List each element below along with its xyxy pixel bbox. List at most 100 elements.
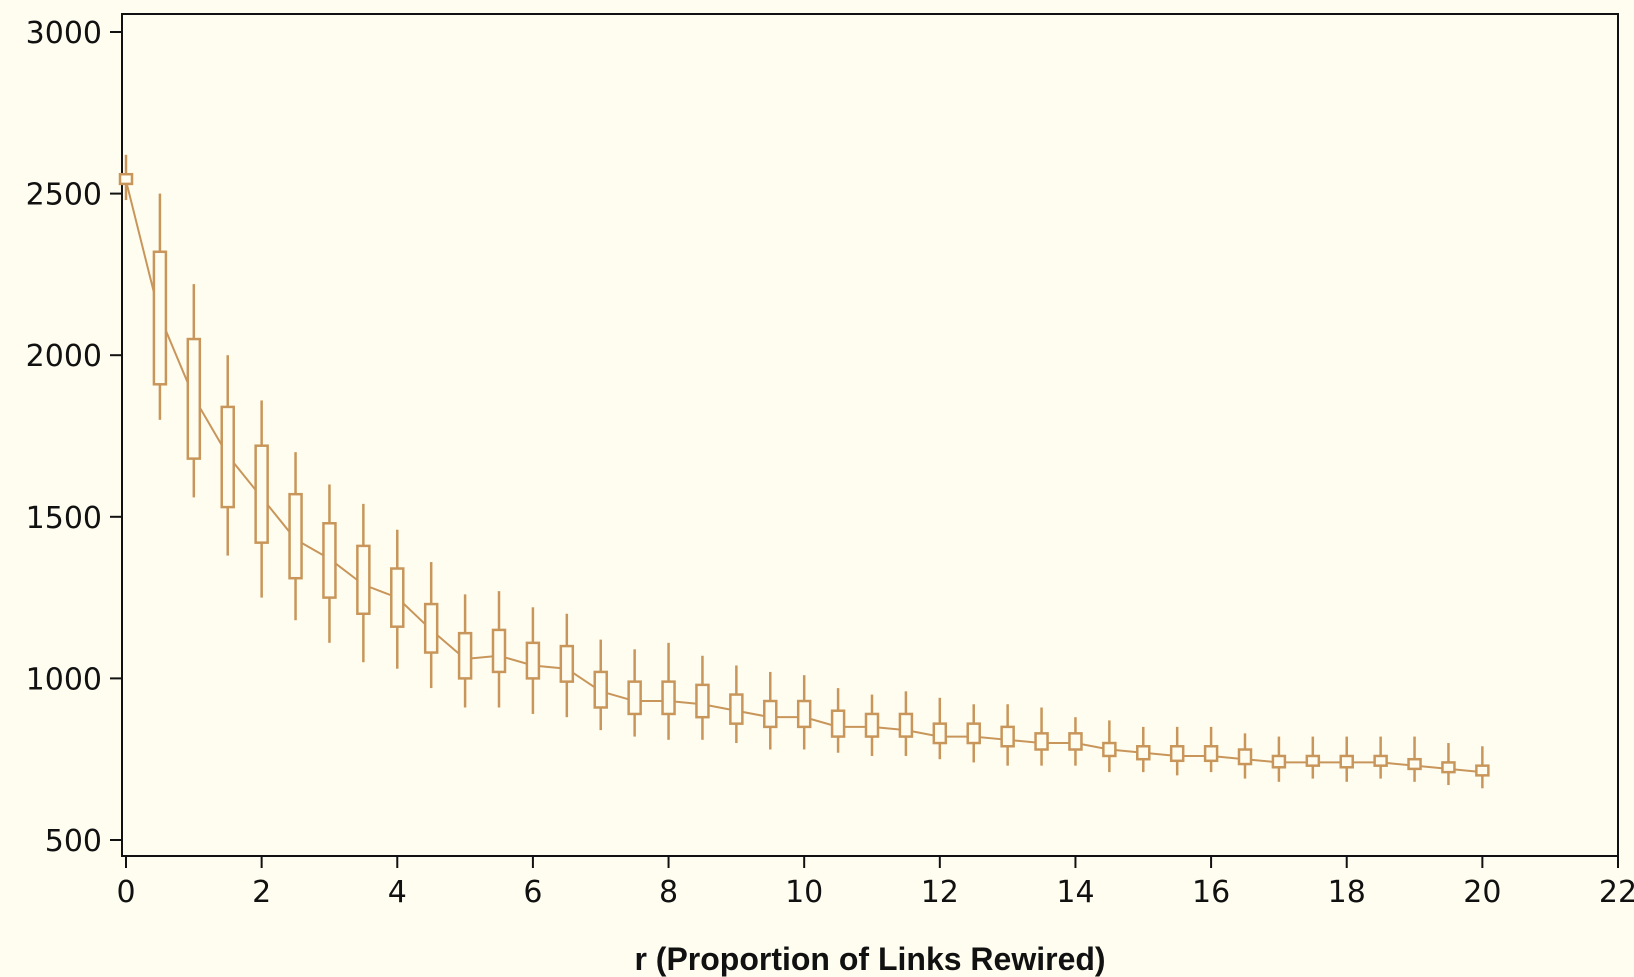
iqr-box [932, 722, 948, 745]
iqr-box [491, 628, 507, 674]
box-mark [1373, 736, 1388, 779]
box-mark [593, 639, 608, 731]
iqr-box [830, 709, 846, 738]
box-mark [1339, 736, 1354, 782]
x-tick-label: 22 [1599, 875, 1634, 910]
y-tick-label: 2500 [26, 178, 102, 213]
iqr-box [559, 644, 575, 683]
iqr-box [152, 250, 168, 386]
box-mark [186, 284, 202, 498]
iqr-box [796, 699, 812, 729]
x-tick-label: 10 [785, 875, 823, 910]
plot-frame [121, 13, 1619, 857]
iqr-box [864, 712, 880, 738]
iqr-box [1068, 732, 1083, 751]
iqr-box [898, 712, 914, 738]
iqr-box [1407, 757, 1422, 771]
box-mark [1102, 720, 1117, 773]
x-tick-label: 16 [1192, 875, 1230, 910]
iqr-box [457, 631, 473, 680]
box-mark [1475, 746, 1490, 789]
box-mark [525, 607, 541, 714]
iqr-box [1237, 748, 1253, 766]
box-mark [729, 665, 744, 744]
x-tick-label: 4 [388, 875, 407, 910]
box-mark [830, 688, 846, 753]
box-mark [1169, 726, 1185, 776]
iqr-box [220, 405, 235, 509]
box-mark [796, 675, 812, 750]
iqr-box [593, 670, 608, 709]
box-mark [1271, 736, 1287, 782]
iqr-box [186, 337, 202, 460]
box-mark [627, 649, 642, 737]
box-mark [695, 655, 710, 740]
box-mark [1034, 707, 1049, 766]
box-mark [288, 452, 303, 621]
iqr-box [525, 641, 541, 680]
y-tick-label: 500 [45, 824, 102, 859]
box-mark [864, 694, 880, 756]
iqr-box [1373, 754, 1388, 767]
x-tick-label: 14 [1056, 875, 1094, 910]
iqr-box [356, 544, 371, 616]
iqr-box [423, 602, 439, 654]
x-tick-label: 18 [1328, 875, 1366, 910]
x-tick-label: 6 [523, 875, 542, 910]
box-mark [1237, 733, 1253, 779]
iqr-box [118, 172, 134, 186]
iqr-box [1102, 741, 1117, 758]
box-mark [322, 484, 337, 643]
x-tick-label: 20 [1463, 875, 1501, 910]
series-layer [118, 154, 1490, 789]
y-axis: 500 1000 1500 2000 2500 3000 [26, 16, 122, 859]
x-tick-label: 0 [116, 875, 135, 910]
iqr-box [1034, 732, 1049, 751]
iqr-box [729, 693, 744, 725]
box-mark [390, 529, 405, 669]
y-tick-label: 1000 [26, 662, 102, 697]
box-mark [966, 704, 981, 763]
iqr-box [661, 680, 676, 716]
y-tick-label: 2000 [26, 339, 102, 374]
iqr-box [1271, 754, 1287, 769]
box-mark [491, 591, 507, 708]
box-mark [1136, 726, 1151, 773]
iqr-box [1339, 754, 1354, 769]
iqr-box [1203, 745, 1219, 763]
iqr-box [695, 683, 710, 719]
x-axis-title: r (Proportion of Links Rewired) [634, 941, 1105, 977]
iqr-box [1169, 745, 1185, 763]
x-tick-label: 2 [252, 875, 271, 910]
iqr-box [288, 492, 303, 580]
box-mark [559, 613, 575, 718]
x-tick-label: 8 [659, 875, 678, 910]
box-mark [254, 400, 269, 598]
y-tick-label: 1500 [26, 501, 102, 536]
iqr-box [322, 522, 337, 599]
box-mark [423, 562, 439, 689]
box-mark [220, 355, 235, 556]
box-mark [1068, 717, 1083, 766]
box-mark [1000, 704, 1015, 766]
iqr-box [390, 567, 405, 628]
iqr-box [966, 722, 981, 745]
box-mark [763, 671, 778, 750]
box-mark [152, 193, 168, 420]
iqr-box [763, 699, 778, 729]
box-mark [1441, 743, 1456, 786]
box-mark [1203, 726, 1219, 773]
iqr-box [1000, 725, 1015, 748]
box-mark [932, 697, 948, 760]
iqr-box [627, 680, 642, 716]
iqr-box [1441, 761, 1456, 774]
box-mark [457, 594, 473, 708]
iqr-box [1475, 764, 1490, 777]
iqr-box [1305, 754, 1321, 767]
x-axis: 0 2 4 6 8 10 12 14 16 18 20 22 [116, 856, 1634, 910]
box-mark [661, 642, 676, 740]
x-tick-label: 12 [921, 875, 959, 910]
box-mark [118, 154, 134, 201]
box-mark [898, 691, 914, 756]
